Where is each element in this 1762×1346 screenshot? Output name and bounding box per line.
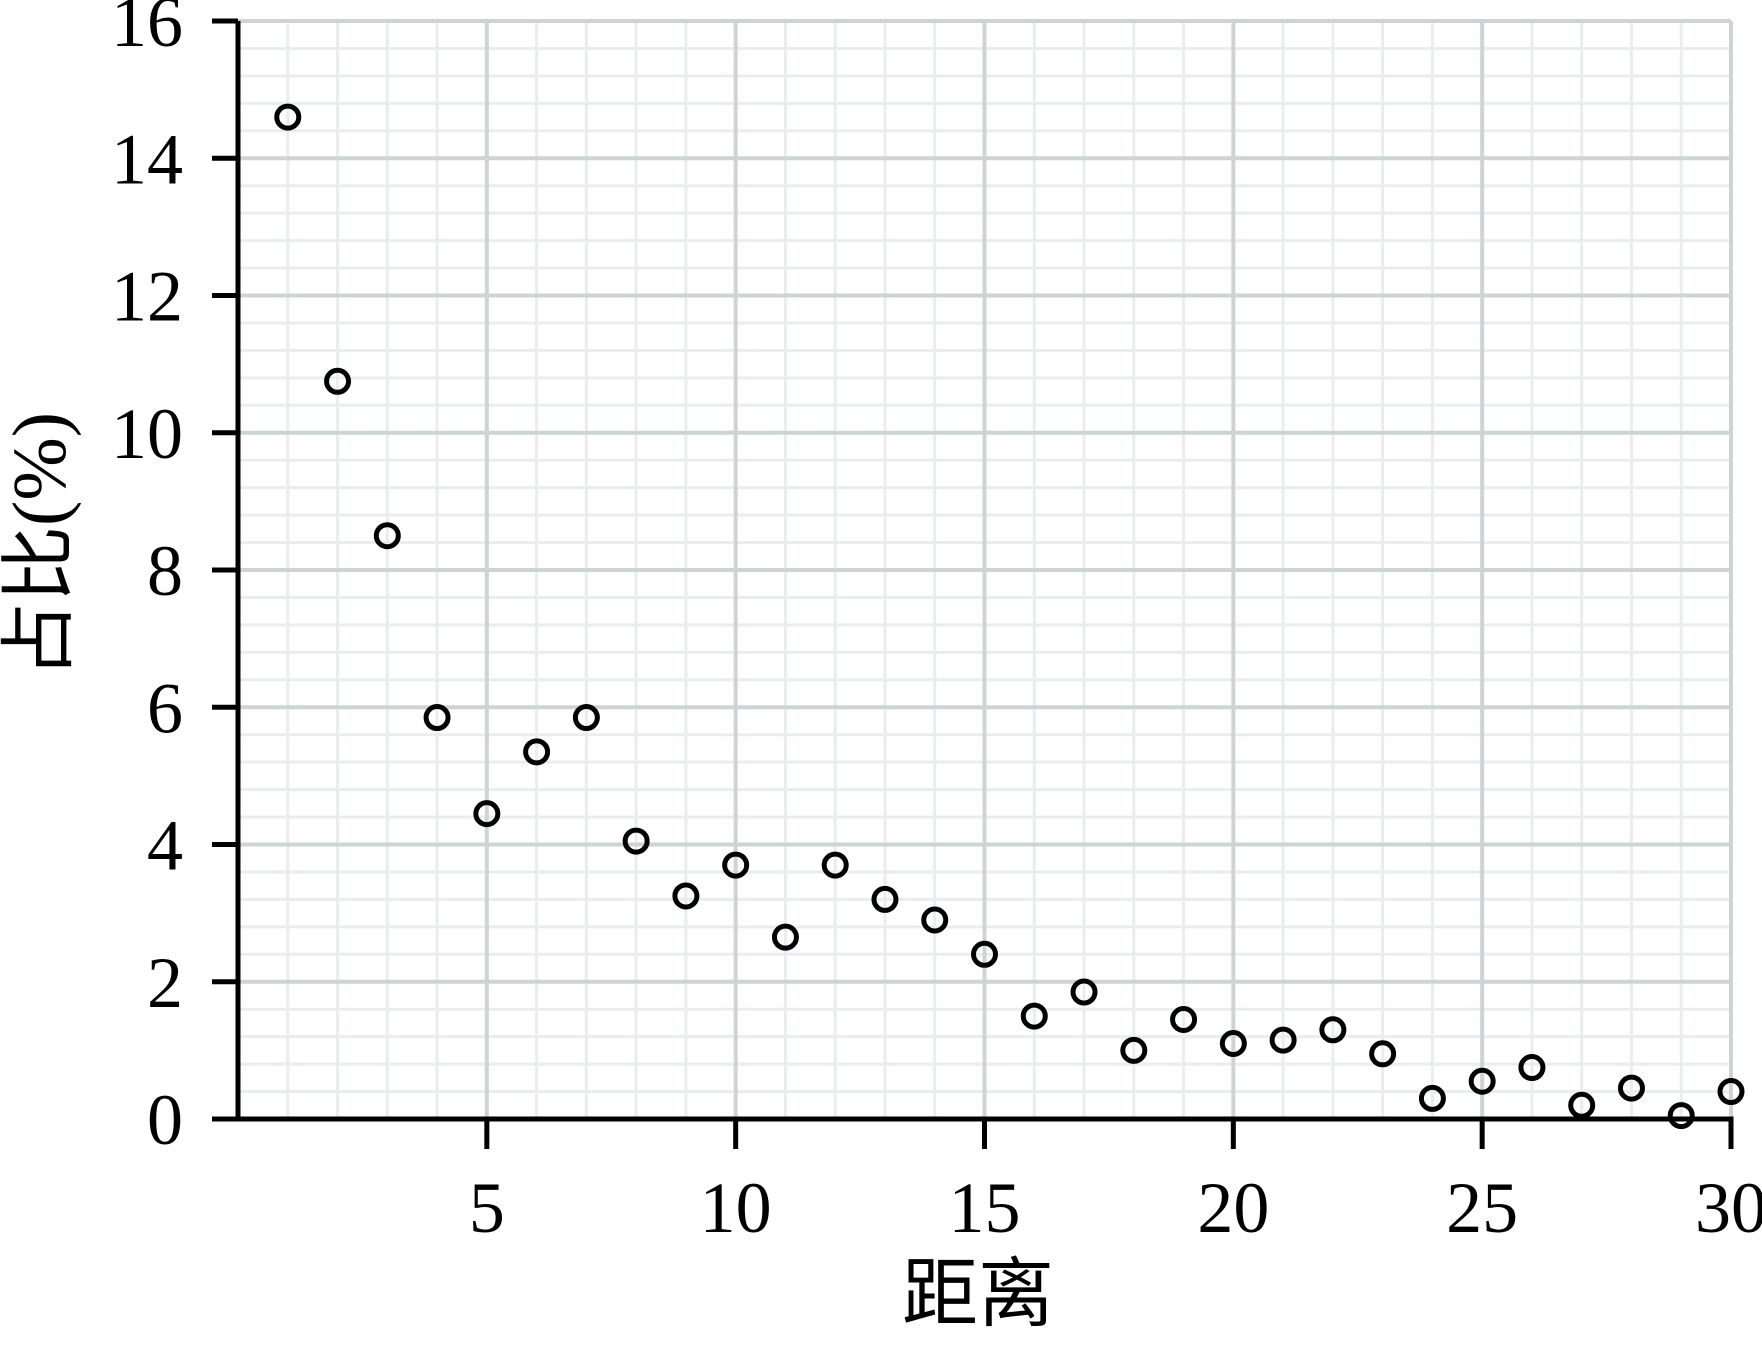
data-point — [523, 738, 551, 766]
y-tick-label: 6 — [147, 668, 183, 748]
data-point — [1020, 1002, 1048, 1030]
data-point — [1369, 1040, 1397, 1068]
data-point — [821, 851, 849, 879]
x-tick-label: 5 — [469, 1168, 505, 1248]
x-tick-label: 25 — [1446, 1168, 1518, 1248]
data-point — [473, 800, 501, 828]
x-axis-title: 距离 — [902, 1253, 1054, 1337]
y-tick-label: 8 — [147, 531, 183, 611]
data-point — [324, 367, 352, 395]
data-point — [971, 940, 998, 968]
data-point — [1717, 1078, 1745, 1106]
x-tick-label: 10 — [700, 1168, 772, 1248]
data-point — [622, 827, 650, 855]
data-point — [1617, 1074, 1645, 1102]
axes — [212, 18, 1734, 1149]
data-point — [672, 882, 700, 910]
data-point — [1120, 1036, 1148, 1064]
data-point — [1568, 1091, 1596, 1119]
y-tick-label: 0 — [147, 1080, 183, 1160]
y-axis-title: 占比(%) — [0, 412, 82, 678]
data-point — [921, 906, 949, 934]
data-point — [1319, 1016, 1347, 1044]
data-point — [871, 885, 899, 913]
x-tick-label: 30 — [1695, 1168, 1762, 1248]
x-tick-label: 15 — [949, 1168, 1021, 1248]
data-point — [1518, 1054, 1546, 1082]
y-tick-label: 4 — [147, 806, 183, 886]
data-point — [1070, 978, 1098, 1006]
data-point — [722, 851, 750, 879]
tick-labels: 0 2 4 6 8 10 12 14 16 5 10 15 20 25 30 — [111, 0, 1762, 1248]
data-point — [274, 103, 302, 131]
data-point — [771, 923, 799, 951]
data-point — [373, 522, 401, 550]
data-point — [1269, 1026, 1297, 1054]
y-tick-label: 10 — [111, 394, 183, 474]
x-tick-label: 20 — [1197, 1168, 1269, 1248]
y-tick-label: 14 — [111, 119, 183, 199]
data-point — [1170, 1005, 1198, 1033]
data-points — [274, 103, 1745, 1130]
y-tick-label: 2 — [147, 943, 183, 1023]
data-point — [423, 704, 451, 732]
data-point — [1418, 1084, 1446, 1112]
data-point — [1219, 1030, 1247, 1058]
data-point — [572, 704, 600, 732]
y-tick-label: 12 — [111, 257, 183, 337]
data-point — [1468, 1067, 1496, 1095]
data-point — [1667, 1102, 1695, 1130]
grid-major — [238, 19, 1733, 1119]
y-tick-label: 16 — [111, 0, 183, 62]
